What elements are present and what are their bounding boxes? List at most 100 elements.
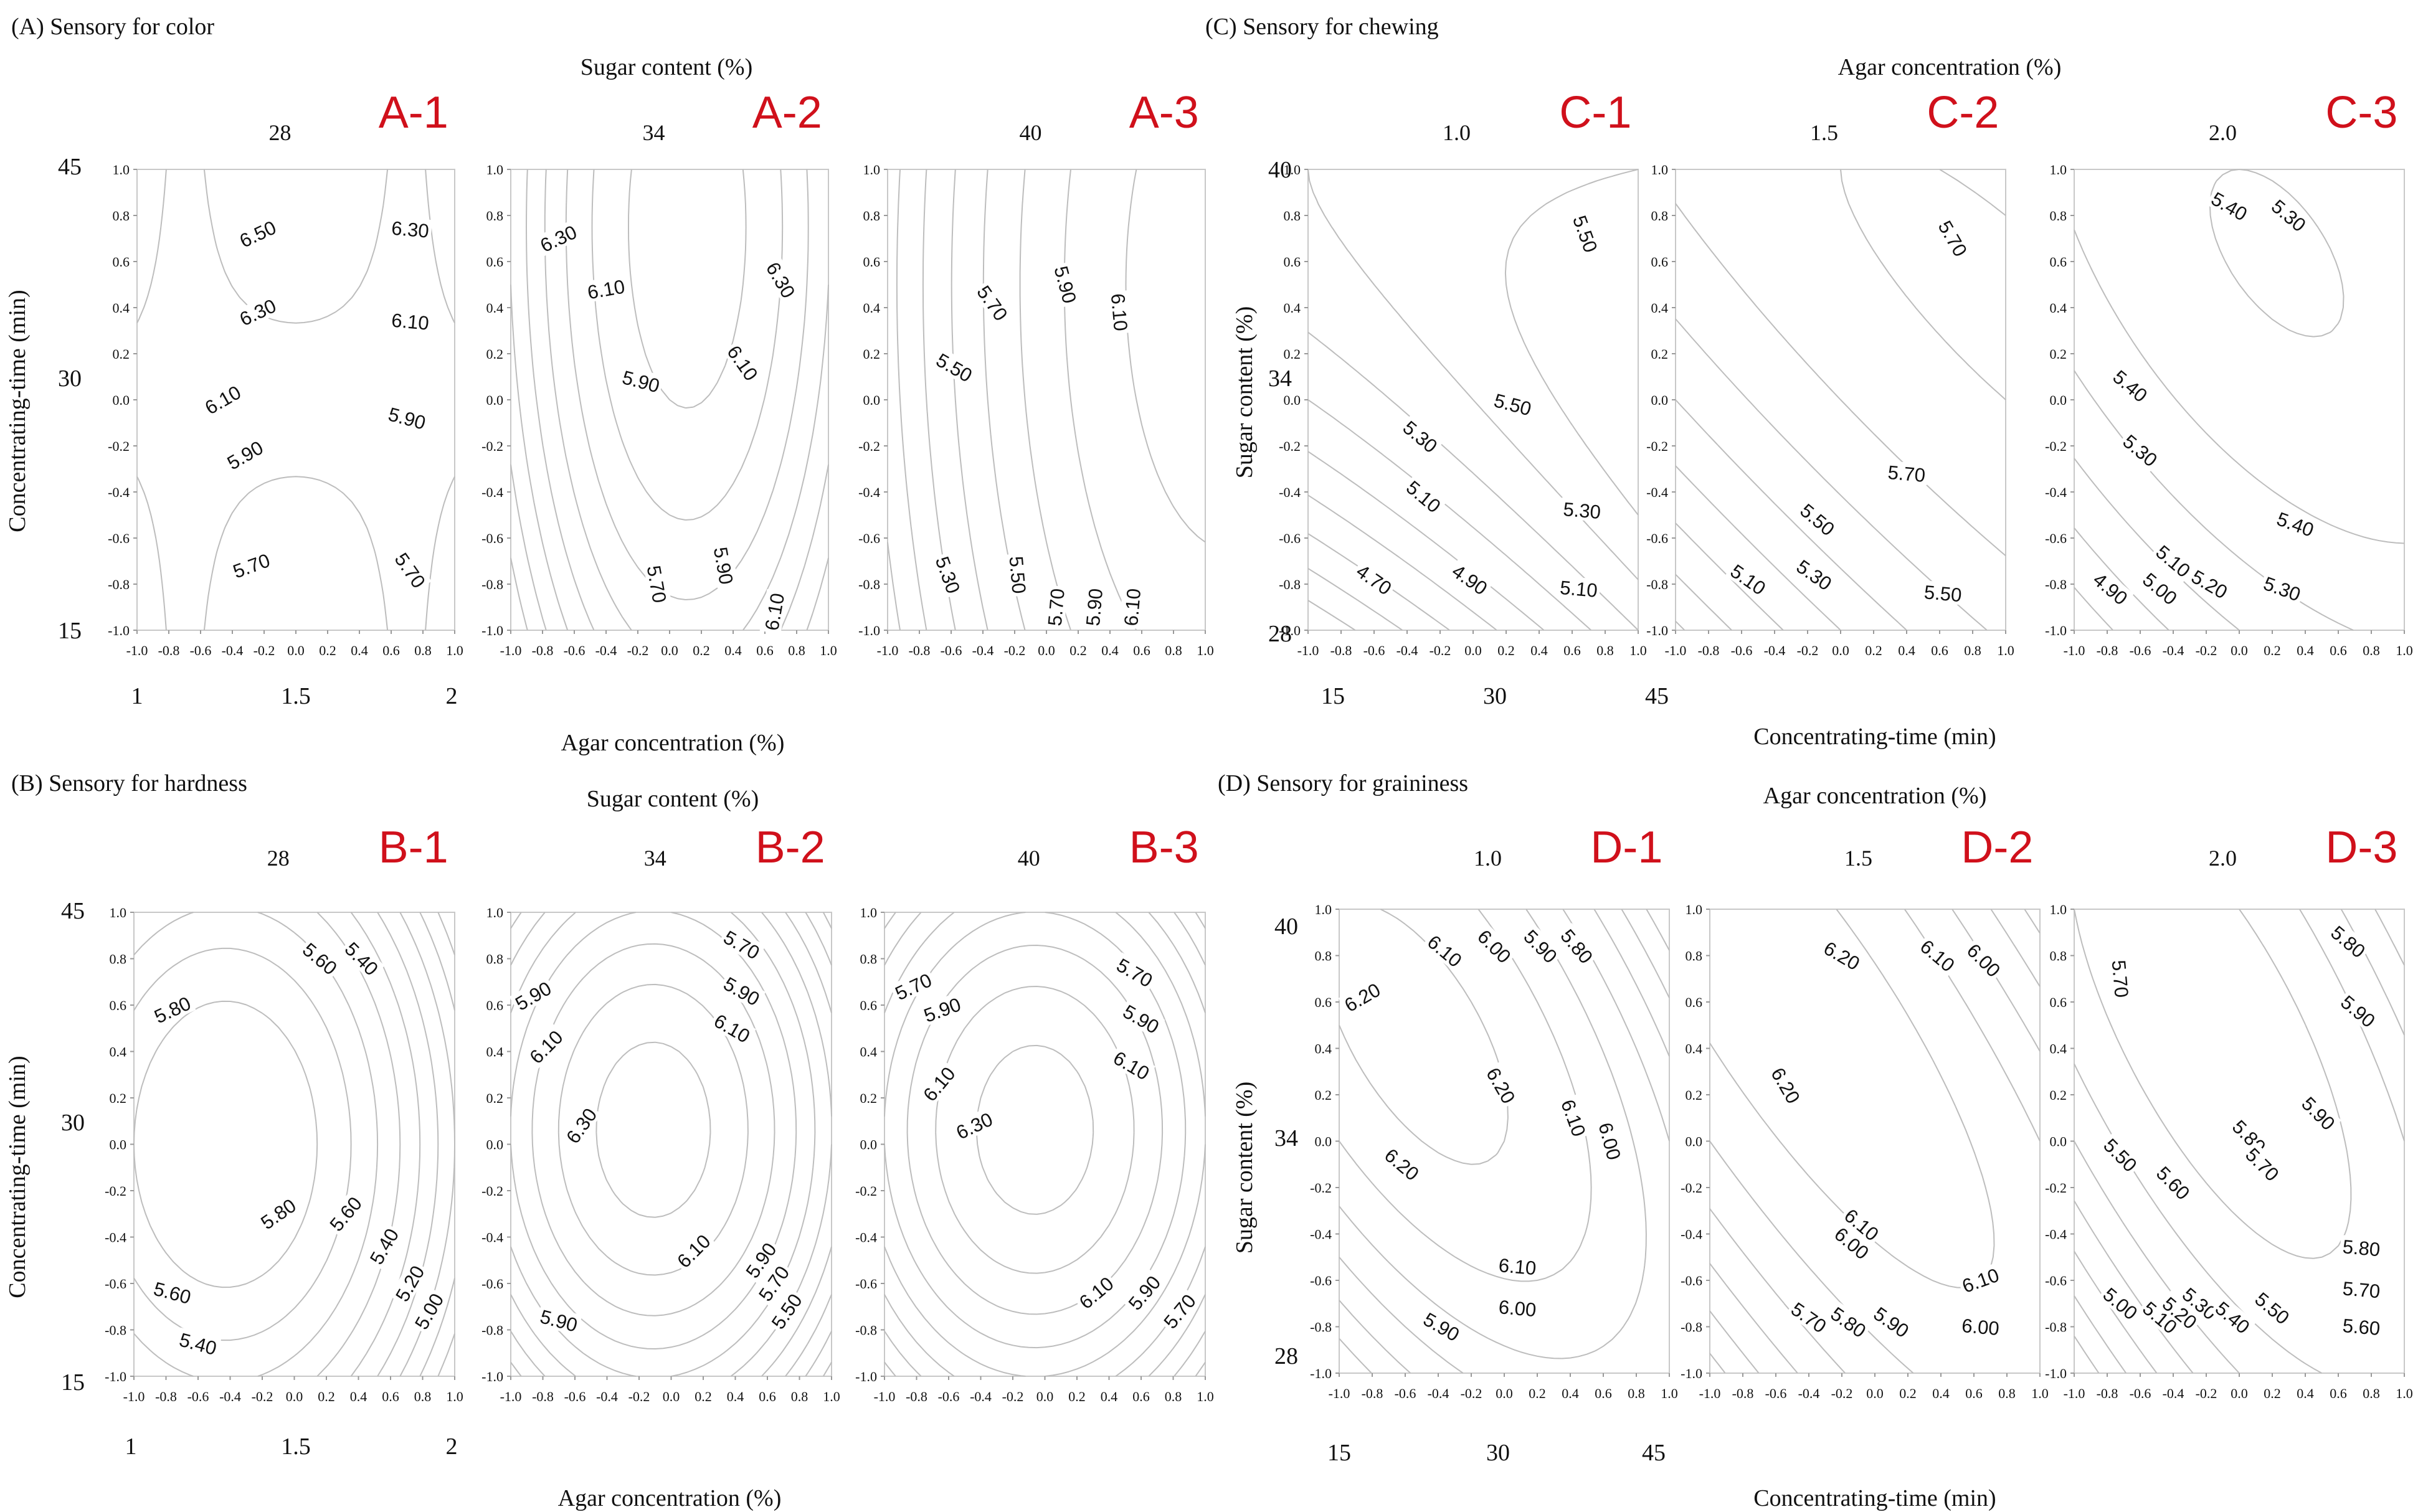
coded-x-tick: -0.2 bbox=[627, 643, 649, 658]
contour-label-bg bbox=[297, 936, 344, 980]
coded-x-tick: 1.0 bbox=[446, 643, 463, 658]
x-tick-label: 30 bbox=[1483, 683, 1507, 709]
contour-label-bg bbox=[388, 216, 433, 242]
panel-header-value: 28 bbox=[267, 846, 290, 871]
contour-label-bg bbox=[227, 547, 275, 583]
contour-label-bg bbox=[931, 551, 966, 598]
coded-x-tick: -1.0 bbox=[1297, 643, 1319, 658]
contour-label-bg bbox=[1868, 1300, 1915, 1343]
contour-label-bg bbox=[339, 935, 385, 981]
contour-label: 6.10 bbox=[1498, 1254, 1537, 1279]
coded-y-tick: 0.0 bbox=[1651, 392, 1669, 408]
coded-y-tick: -0.2 bbox=[105, 1183, 126, 1199]
contour-line bbox=[1675, 574, 1732, 631]
coded-y-tick: -0.8 bbox=[1310, 1320, 1332, 1335]
contour-label-bg bbox=[1839, 1202, 1885, 1246]
coded-x-tick: -0.2 bbox=[2196, 643, 2217, 658]
contour-line bbox=[1675, 465, 1841, 631]
coded-x-tick: 0.6 bbox=[756, 643, 774, 658]
coded-y-tick: 0.2 bbox=[2050, 346, 2067, 362]
plot-frame bbox=[510, 912, 832, 1377]
panel-header-value: 40 bbox=[1020, 120, 1042, 145]
contour-label-bg bbox=[2107, 364, 2154, 407]
contour-line bbox=[1709, 1353, 1726, 1374]
coded-x-tick: 0.8 bbox=[1998, 1386, 2016, 1401]
contour-label-bg bbox=[1557, 1094, 1591, 1141]
coded-y-tick: 0.2 bbox=[1686, 1087, 1703, 1103]
panel-header-value: 1.5 bbox=[1810, 120, 1838, 145]
y-tick-label: 30 bbox=[58, 366, 82, 392]
coded-x-tick: -0.4 bbox=[1428, 1386, 1449, 1401]
coded-x-tick: -1.0 bbox=[1665, 643, 1687, 658]
coded-y-tick: -0.8 bbox=[855, 1323, 877, 1338]
contour-label-bg bbox=[2339, 1234, 2384, 1260]
coded-y-tick: 0.8 bbox=[1686, 948, 1703, 964]
coded-x-tick: -0.6 bbox=[190, 643, 212, 658]
coded-x-tick: 0.6 bbox=[759, 1389, 776, 1404]
coded-y-tick: -0.6 bbox=[1646, 531, 1668, 546]
coded-x-tick: 1.0 bbox=[2396, 1386, 2413, 1401]
coded-y-tick: -0.6 bbox=[481, 531, 503, 546]
contour-line bbox=[822, 1361, 832, 1377]
y-tick-label: 40 bbox=[1274, 914, 1298, 940]
coded-y-tick: 1.0 bbox=[486, 162, 504, 177]
contour-label-bg bbox=[1921, 580, 1965, 605]
coded-y-tick: 0.6 bbox=[113, 254, 130, 270]
contour-label: 5.90 bbox=[1082, 587, 1107, 626]
coded-x-tick: 0.4 bbox=[1101, 1389, 1118, 1404]
contour-label-bg bbox=[1825, 1300, 1872, 1343]
panel-header-value: 34 bbox=[643, 120, 665, 145]
contour-label-bg bbox=[2117, 428, 2164, 472]
coded-y-tick: -1.0 bbox=[1681, 1366, 1702, 1381]
panel-d-3: 2.0 D-3 -1.0 -0.8 -0.6 -0.4 -0.2 0.0 0.2 0.4 0.6 0.… bbox=[2045, 823, 2413, 1401]
coded-y-tick: -1.0 bbox=[105, 1369, 126, 1384]
contour-line bbox=[437, 912, 455, 1377]
contour-label: 5.50 bbox=[1923, 581, 1963, 606]
contour-label-bg bbox=[1157, 1288, 1201, 1335]
panel-tag: C-2 bbox=[1927, 88, 1999, 138]
contour-label-bg bbox=[708, 1008, 756, 1048]
coded-x-tick: 0.0 bbox=[663, 1389, 680, 1404]
coded-x-tick: 1.0 bbox=[823, 1389, 840, 1404]
coded-y-tick: -0.8 bbox=[481, 1323, 503, 1338]
coded-x-tick: 0.2 bbox=[1069, 643, 1087, 658]
contour-label: 6.00 bbox=[1498, 1296, 1537, 1321]
coded-x-tick: 1.0 bbox=[2031, 1386, 2049, 1401]
coded-y-tick: 0.2 bbox=[113, 346, 130, 362]
coded-x-tick: 0.4 bbox=[2297, 643, 2314, 658]
panel-tag: D-2 bbox=[1961, 823, 2033, 872]
contour-label-bg bbox=[2335, 989, 2382, 1033]
y-tick-label: 40 bbox=[1268, 157, 1292, 183]
coded-y-tick: 0.0 bbox=[2050, 392, 2067, 408]
coded-y-tick: 0.2 bbox=[1284, 346, 1301, 362]
coded-x-tick: 0.8 bbox=[1165, 1389, 1182, 1404]
contour-line bbox=[544, 169, 829, 631]
coded-y-tick: 0.8 bbox=[1315, 948, 1332, 964]
coded-y-tick: 1.0 bbox=[860, 905, 878, 920]
contour-line bbox=[1307, 567, 1403, 631]
contour-label-bg bbox=[1006, 552, 1031, 597]
coded-y-tick: 0.4 bbox=[486, 300, 504, 316]
coded-x-tick: 0.8 bbox=[791, 1389, 808, 1404]
coded-y-tick: 0.2 bbox=[860, 1090, 878, 1106]
contour-label-bg bbox=[722, 339, 764, 386]
contour-label-bg bbox=[2249, 1286, 2296, 1330]
coded-x-tick: -0.6 bbox=[1363, 643, 1385, 658]
contour-line bbox=[399, 912, 455, 1377]
coded-y-tick: 0.8 bbox=[2050, 208, 2067, 224]
contour-label-bg bbox=[2108, 957, 2134, 1001]
y-tick-label: 28 bbox=[1268, 621, 1292, 647]
coded-x-tick: -1.0 bbox=[1699, 1386, 1721, 1401]
contour-line bbox=[526, 169, 829, 631]
panel-tag: A-2 bbox=[752, 88, 822, 138]
coded-y-tick: -0.8 bbox=[2045, 577, 2067, 592]
coded-y-tick: -1.0 bbox=[2045, 623, 2067, 638]
contour-label-bg bbox=[1446, 558, 1494, 600]
coded-y-tick: -1.0 bbox=[1279, 623, 1301, 638]
contour-line bbox=[2074, 1295, 2127, 1374]
plot-frame bbox=[2074, 169, 2405, 631]
contour-line bbox=[2074, 909, 2405, 1374]
contour-label-bg bbox=[1518, 923, 1564, 968]
contour-label-bg bbox=[1555, 922, 1600, 969]
contour-label: 6.10 bbox=[1120, 587, 1145, 626]
